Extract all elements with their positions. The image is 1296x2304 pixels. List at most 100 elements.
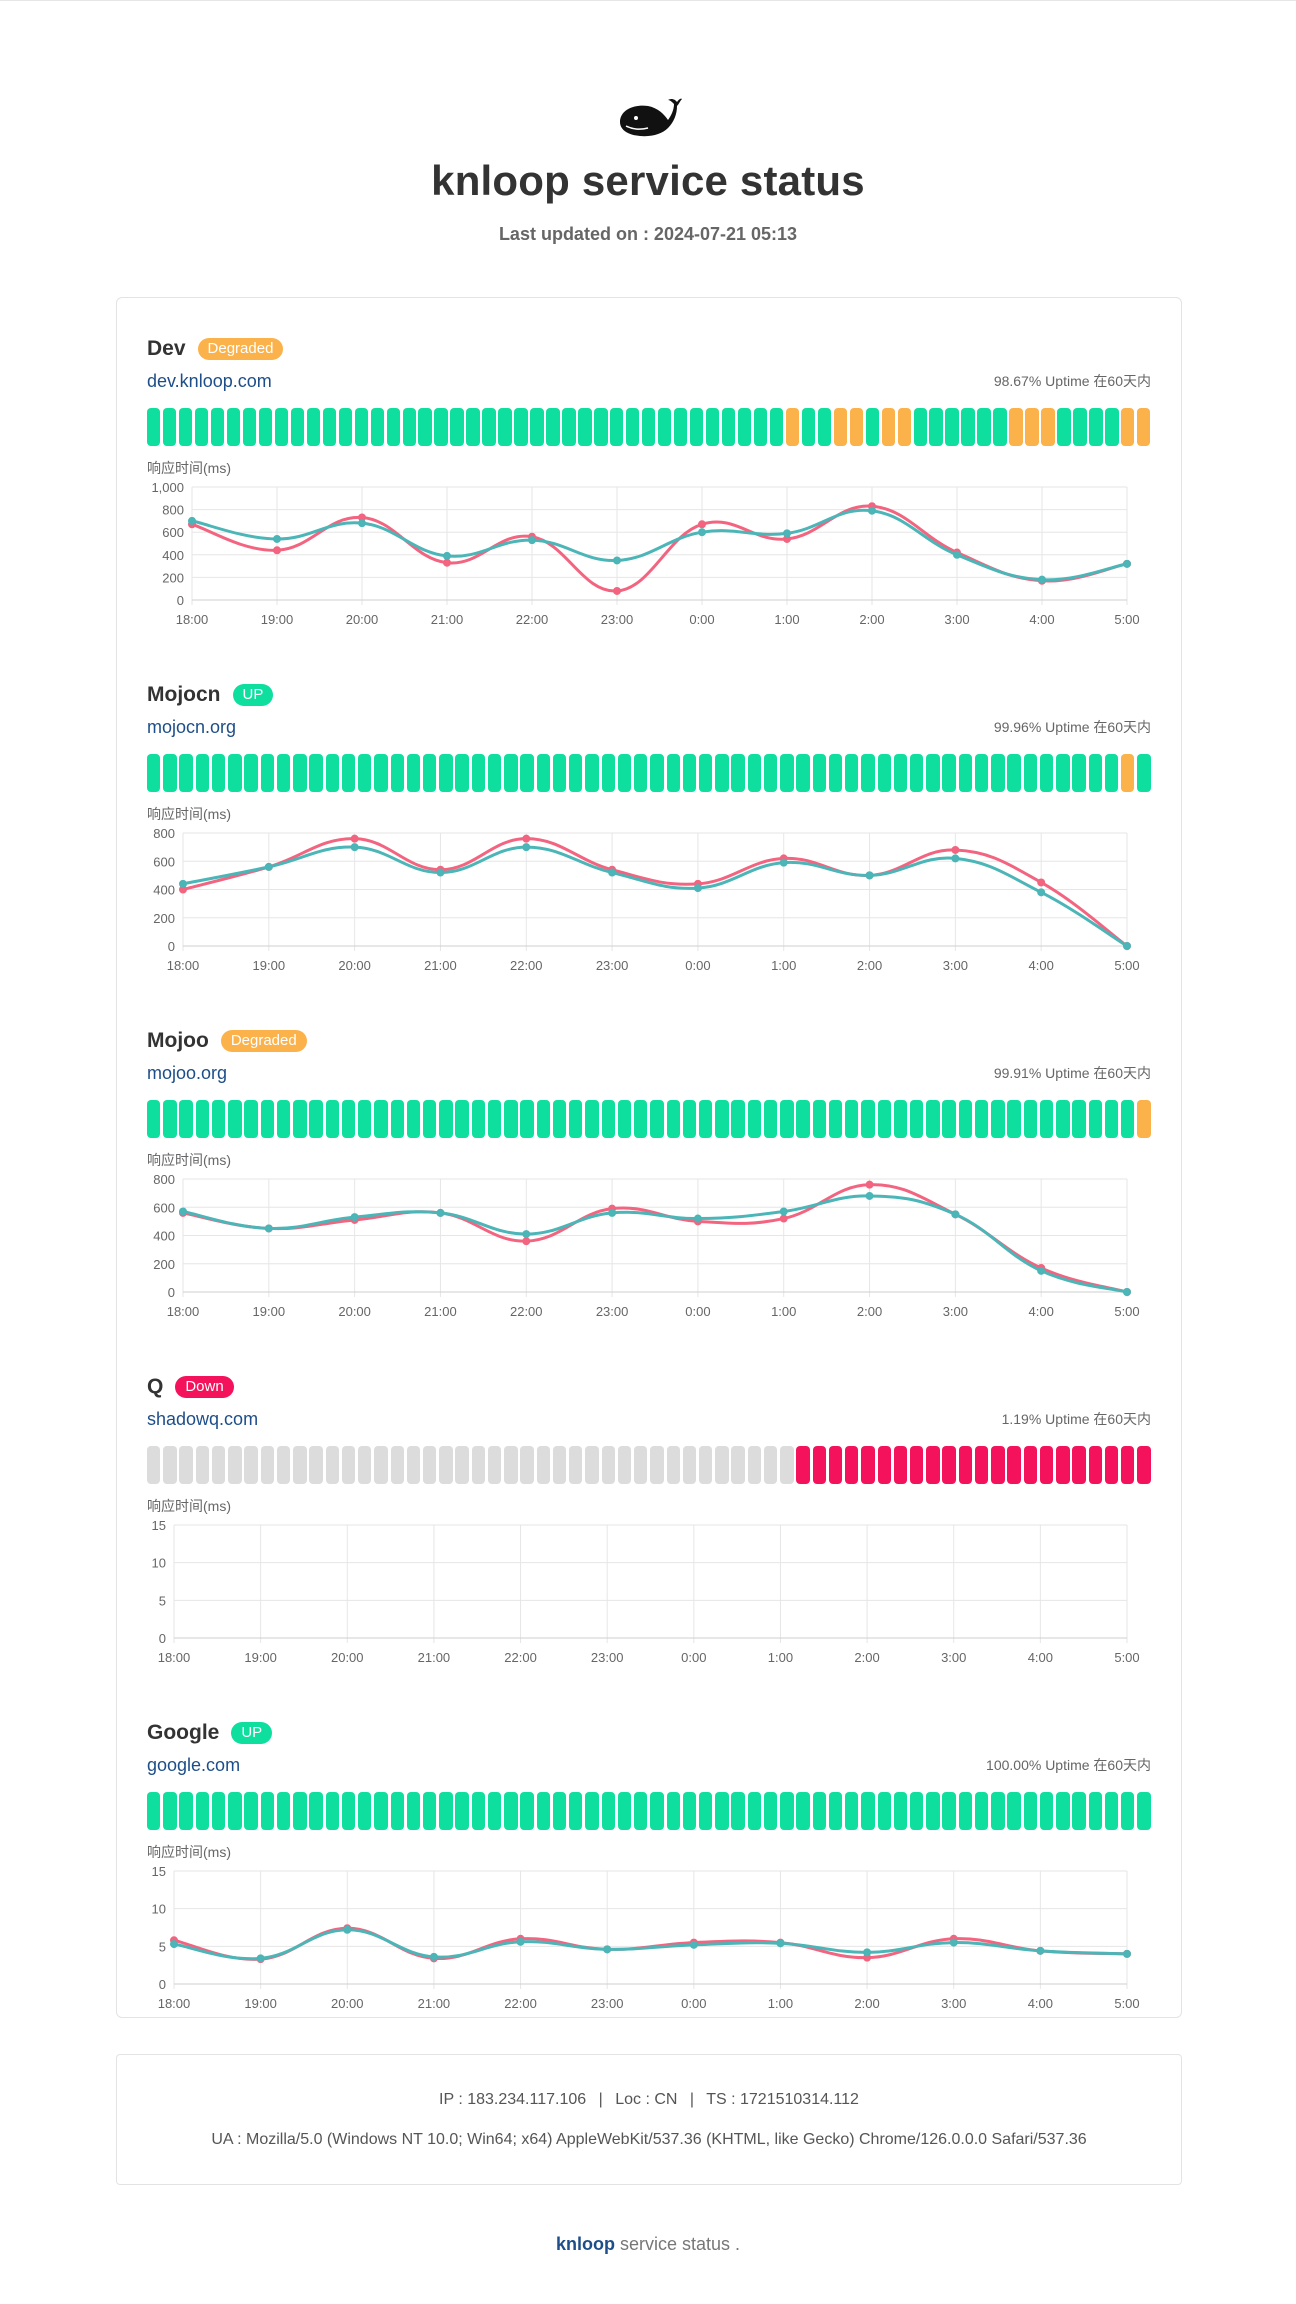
uptime-bar[interactable]: [309, 1100, 323, 1138]
uptime-bar[interactable]: [634, 1446, 648, 1484]
uptime-bar[interactable]: [845, 1792, 859, 1830]
uptime-bar[interactable]: [569, 1100, 583, 1138]
uptime-bar[interactable]: [242, 408, 257, 446]
uptime-bar[interactable]: [466, 408, 480, 446]
uptime-bar[interactable]: [1089, 408, 1103, 446]
uptime-bar[interactable]: [439, 1100, 453, 1138]
uptime-bar[interactable]: [861, 1792, 875, 1830]
uptime-bar[interactable]: [731, 1792, 745, 1830]
data-point[interactable]: [522, 843, 531, 852]
uptime-bar[interactable]: [747, 1446, 762, 1484]
uptime-bar[interactable]: [260, 1792, 275, 1830]
uptime-bar[interactable]: [634, 1792, 648, 1830]
uptime-bar[interactable]: [601, 1446, 615, 1484]
uptime-bar[interactable]: [1072, 1100, 1086, 1138]
data-point[interactable]: [608, 868, 617, 877]
uptime-bar[interactable]: [974, 1446, 989, 1484]
uptime-bar[interactable]: [910, 1792, 924, 1830]
uptime-bar[interactable]: [228, 1100, 242, 1138]
uptime-bar[interactable]: [422, 1100, 437, 1138]
uptime-bar[interactable]: [1007, 1792, 1021, 1830]
service-url-link[interactable]: mojoo.org: [147, 1062, 228, 1083]
uptime-bar[interactable]: [194, 408, 209, 446]
uptime-bar[interactable]: [325, 754, 339, 792]
uptime-bar[interactable]: [1041, 408, 1055, 446]
uptime-bar[interactable]: [406, 1792, 421, 1830]
uptime-bar[interactable]: [769, 408, 784, 446]
data-point[interactable]: [698, 520, 706, 529]
service-url-link[interactable]: mojocn.org: [147, 716, 237, 737]
uptime-bar[interactable]: [747, 1100, 762, 1138]
uptime-bar[interactable]: [260, 1100, 275, 1138]
uptime-bar[interactable]: [1121, 1792, 1135, 1830]
data-point[interactable]: [783, 529, 791, 538]
uptime-bar[interactable]: [763, 754, 778, 792]
uptime-bar[interactable]: [1023, 754, 1038, 792]
uptime-bar[interactable]: [471, 1100, 486, 1138]
uptime-bar[interactable]: [1104, 1792, 1119, 1830]
data-point[interactable]: [436, 1208, 445, 1217]
uptime-bar[interactable]: [471, 1446, 486, 1484]
uptime-bar[interactable]: [1088, 1100, 1102, 1138]
uptime-bar[interactable]: [991, 1792, 1005, 1830]
uptime-bar[interactable]: [601, 754, 615, 792]
data-point[interactable]: [273, 546, 281, 555]
uptime-bar[interactable]: [845, 754, 859, 792]
uptime-bar[interactable]: [520, 754, 534, 792]
uptime-bar[interactable]: [1025, 408, 1039, 446]
uptime-bar[interactable]: [578, 408, 592, 446]
data-point[interactable]: [522, 1237, 531, 1246]
uptime-bar[interactable]: [293, 1446, 307, 1484]
data-point[interactable]: [1037, 888, 1046, 897]
data-point[interactable]: [953, 550, 961, 559]
uptime-bar[interactable]: [147, 1792, 161, 1830]
uptime-bar[interactable]: [322, 408, 337, 446]
uptime-bar[interactable]: [504, 754, 518, 792]
uptime-bar[interactable]: [1056, 1446, 1070, 1484]
uptime-bar[interactable]: [617, 754, 632, 792]
data-point[interactable]: [608, 1208, 617, 1217]
uptime-bar[interactable]: [877, 1100, 891, 1138]
uptime-bar[interactable]: [1072, 1446, 1086, 1484]
data-point[interactable]: [179, 1207, 187, 1216]
uptime-bar[interactable]: [796, 1446, 810, 1484]
uptime-bar[interactable]: [354, 408, 368, 446]
uptime-bar[interactable]: [721, 408, 736, 446]
uptime-bar[interactable]: [293, 1792, 307, 1830]
uptime-bar[interactable]: [1137, 1792, 1151, 1830]
uptime-bar[interactable]: [585, 754, 599, 792]
data-point[interactable]: [863, 1948, 872, 1957]
uptime-bar[interactable]: [406, 1446, 421, 1484]
uptime-bar[interactable]: [358, 754, 372, 792]
uptime-bar[interactable]: [402, 408, 416, 446]
data-point[interactable]: [693, 1214, 702, 1223]
uptime-bar[interactable]: [163, 1100, 177, 1138]
uptime-bar[interactable]: [569, 754, 583, 792]
uptime-bar[interactable]: [226, 408, 241, 446]
uptime-bar[interactable]: [601, 1100, 615, 1138]
uptime-bar[interactable]: [689, 408, 704, 446]
uptime-bar[interactable]: [211, 754, 226, 792]
uptime-bar[interactable]: [244, 1100, 258, 1138]
uptime-bar[interactable]: [828, 1792, 843, 1830]
uptime-bar[interactable]: [977, 408, 991, 446]
data-point[interactable]: [613, 586, 621, 595]
uptime-bar[interactable]: [1072, 1792, 1086, 1830]
uptime-bar[interactable]: [747, 754, 762, 792]
uptime-bar[interactable]: [913, 408, 927, 446]
uptime-bar[interactable]: [386, 408, 400, 446]
uptime-bar[interactable]: [1007, 1446, 1021, 1484]
uptime-bar[interactable]: [958, 1792, 973, 1830]
uptime-bar[interactable]: [276, 1100, 291, 1138]
uptime-bar[interactable]: [634, 1100, 648, 1138]
service-url-link[interactable]: google.com: [147, 1754, 241, 1775]
uptime-bar[interactable]: [163, 1792, 177, 1830]
data-point[interactable]: [522, 1230, 531, 1239]
uptime-bar[interactable]: [370, 408, 384, 446]
uptime-bar[interactable]: [731, 754, 745, 792]
data-point[interactable]: [779, 1207, 788, 1216]
uptime-bar[interactable]: [650, 1100, 664, 1138]
uptime-bar[interactable]: [1137, 754, 1151, 792]
uptime-bar[interactable]: [195, 754, 210, 792]
uptime-bar[interactable]: [325, 1100, 339, 1138]
